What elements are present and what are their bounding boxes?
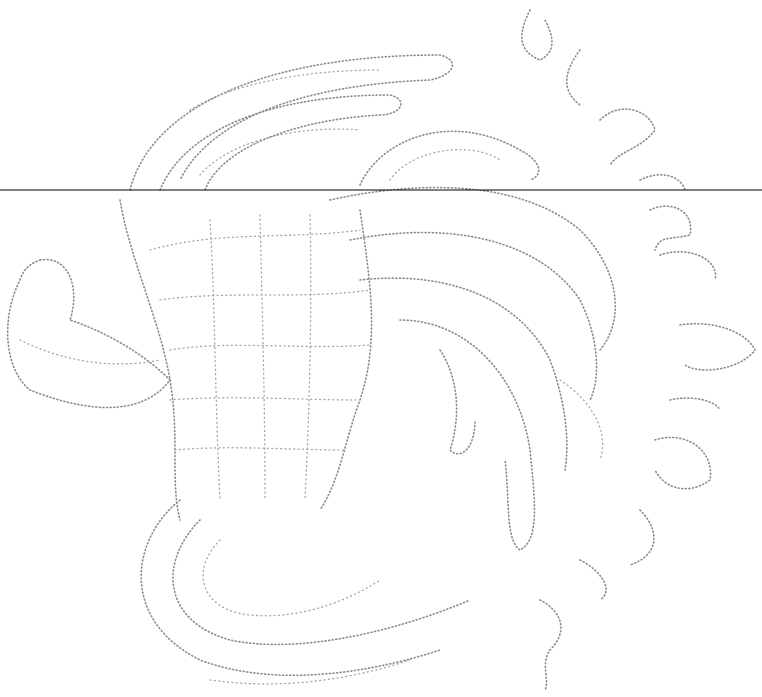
stroke [159,94,402,191]
stroke [199,128,361,176]
stroke [654,436,712,490]
stroke [521,9,553,61]
stroke [599,108,656,166]
stroke [174,447,346,451]
stroke [259,214,266,501]
stroke [189,69,381,111]
stroke [172,519,471,646]
stroke [679,322,756,371]
stroke [359,130,540,186]
stroke [140,499,441,677]
stroke [159,289,371,301]
stroke [439,349,476,455]
stroke [209,659,411,685]
stroke [349,231,598,401]
stroke [119,199,181,521]
stroke [19,339,161,365]
stroke [129,54,454,191]
stroke [6,258,172,409]
stroke [389,148,501,181]
stroke [669,397,721,411]
stroke [566,49,581,106]
stroke [169,344,371,351]
stroke [149,229,361,251]
stroke [659,251,717,281]
stroke [202,539,381,617]
stroke [319,209,373,511]
stroke [359,277,568,471]
stroke [639,174,686,191]
stroke [209,219,221,501]
stroke [539,599,562,691]
stroke [649,205,692,251]
stroke [399,319,536,551]
stroke [304,214,312,501]
stroke [579,559,607,601]
stroke [329,186,617,351]
stroke [629,509,655,566]
stroke [169,397,361,401]
